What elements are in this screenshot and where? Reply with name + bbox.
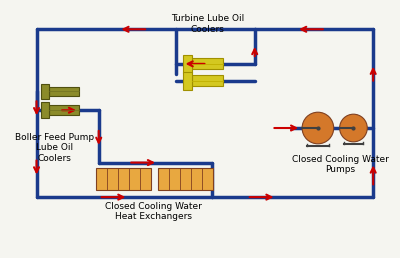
Bar <box>96 168 150 190</box>
Text: Closed Cooling Water
Heat Exchangers: Closed Cooling Water Heat Exchangers <box>104 202 202 221</box>
Bar <box>49 86 79 96</box>
Bar <box>158 168 213 190</box>
Text: Turbine Lube Oil
Coolers: Turbine Lube Oil Coolers <box>171 14 244 34</box>
Bar <box>192 58 223 69</box>
Text: Boller Feed Pump
Lube Oil
Coolers: Boller Feed Pump Lube Oil Coolers <box>15 133 94 163</box>
Text: Closed Cooling Water
Pumps: Closed Cooling Water Pumps <box>292 155 389 174</box>
Bar <box>183 55 192 73</box>
Bar <box>192 75 223 86</box>
Bar <box>49 105 79 115</box>
Bar <box>183 72 192 90</box>
Bar <box>42 102 49 118</box>
Circle shape <box>302 112 334 144</box>
Circle shape <box>340 114 367 142</box>
Bar <box>42 84 49 99</box>
